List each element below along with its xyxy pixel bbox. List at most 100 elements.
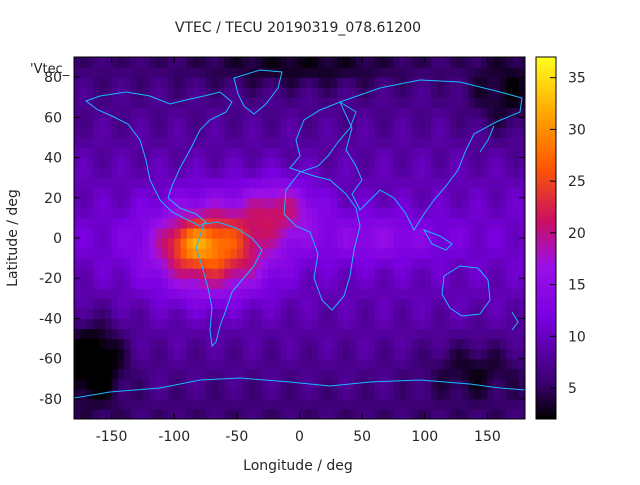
heatmap-cell	[155, 398, 163, 410]
heatmap-cell	[393, 67, 401, 78]
heatmap-cell	[105, 197, 113, 209]
heatmap-cell	[481, 288, 489, 299]
heatmap-cell	[330, 187, 338, 199]
heatmap-cell	[224, 258, 232, 269]
heatmap-cell	[456, 358, 463, 370]
heatmap-cell	[474, 117, 482, 128]
heatmap-cell	[111, 318, 119, 330]
heatmap-cell	[374, 288, 382, 299]
heatmap-cell	[92, 127, 100, 139]
heatmap-cell	[218, 77, 225, 88]
heatmap-cell	[261, 217, 269, 229]
chart-title: VTEC / TECU 20190319_078.61200	[175, 20, 421, 36]
heatmap-cell	[224, 137, 232, 149]
heatmap-cell	[368, 177, 376, 189]
heatmap-cell	[456, 177, 463, 189]
heatmap-cell	[86, 197, 94, 209]
heatmap-cell	[205, 117, 213, 128]
heatmap-cell	[387, 408, 395, 419]
heatmap-cell	[312, 338, 319, 350]
heatmap-cell	[343, 248, 351, 259]
heatmap-cell	[449, 147, 457, 159]
heatmap-cell	[456, 97, 463, 108]
heatmap-cell	[481, 187, 489, 199]
heatmap-cell	[74, 348, 81, 360]
heatmap-cell	[243, 268, 250, 279]
heatmap-cell	[405, 298, 413, 309]
heatmap-cell	[412, 117, 420, 128]
heatmap-cell	[487, 57, 495, 68]
coastline-greenland	[233, 69, 283, 115]
heatmap-cell	[117, 197, 125, 209]
heatmap-cell	[493, 197, 501, 209]
heatmap-cell	[205, 368, 213, 380]
heatmap-cell	[393, 368, 401, 380]
heatmap-cell	[142, 408, 150, 419]
heatmap-cell	[449, 67, 457, 78]
heatmap-cell	[474, 127, 482, 139]
heatmap-cell	[399, 187, 407, 199]
heatmap-cell	[211, 217, 219, 229]
heatmap-cell	[92, 87, 100, 98]
heatmap-cell	[518, 227, 525, 239]
heatmap-cell	[268, 358, 276, 370]
heatmap-cell	[180, 298, 188, 309]
heatmap-cell	[92, 157, 100, 169]
heatmap-cell	[86, 187, 94, 199]
heatmap-cell	[130, 328, 138, 340]
heatmap-cell	[261, 338, 269, 350]
heatmap-cell	[261, 388, 269, 400]
heatmap-cell	[499, 147, 507, 159]
heatmap-cell	[236, 278, 244, 289]
heatmap-cell	[393, 348, 401, 360]
heatmap-cell	[481, 137, 489, 149]
heatmap-cell	[362, 177, 370, 189]
heatmap-cell	[136, 207, 144, 219]
heatmap-cell	[86, 248, 94, 259]
heatmap-cell	[449, 157, 457, 169]
heatmap-cell	[230, 318, 238, 330]
heatmap-cell	[99, 268, 106, 279]
heatmap-cell	[462, 117, 470, 128]
heatmap-cell	[199, 177, 207, 189]
heatmap-cell	[374, 308, 382, 320]
heatmap-cell	[474, 77, 482, 88]
heatmap-cell	[437, 398, 445, 410]
heatmap-cell	[155, 87, 163, 98]
heatmap-cell	[280, 318, 288, 330]
heatmap-cell	[180, 157, 188, 169]
heatmap-cell	[167, 318, 175, 330]
heatmap-cell	[387, 288, 395, 299]
heatmap-cell	[149, 298, 157, 309]
heatmap-cell	[130, 147, 138, 159]
heatmap-cell	[293, 227, 301, 239]
heatmap-cell	[424, 167, 432, 179]
heatmap-cell	[180, 368, 188, 380]
heatmap-cell	[230, 117, 238, 128]
heatmap-cell	[418, 127, 426, 139]
heatmap-cell	[518, 117, 525, 128]
heatmap-cell	[249, 77, 257, 88]
heatmap-cell	[274, 258, 282, 269]
heatmap-cell	[286, 147, 294, 159]
heatmap-cell	[211, 207, 219, 219]
heatmap-cell	[149, 318, 157, 330]
heatmap-cell	[487, 368, 495, 380]
heatmap-cell	[293, 157, 301, 169]
heatmap-cell	[236, 328, 244, 340]
heatmap-cell	[243, 87, 250, 98]
heatmap-cell	[167, 77, 175, 88]
heatmap-cell	[380, 97, 388, 108]
heatmap-cell	[230, 57, 238, 68]
heatmap-cell	[199, 398, 207, 410]
heatmap-cell	[74, 278, 81, 289]
heatmap-cell	[487, 177, 495, 189]
heatmap-cell	[199, 137, 207, 149]
heatmap-cell	[506, 278, 514, 289]
heatmap-cell	[362, 258, 370, 269]
heatmap-cell	[399, 338, 407, 350]
heatmap-cell	[211, 227, 219, 239]
heatmap-cell	[142, 67, 150, 78]
heatmap-cell	[249, 358, 257, 370]
